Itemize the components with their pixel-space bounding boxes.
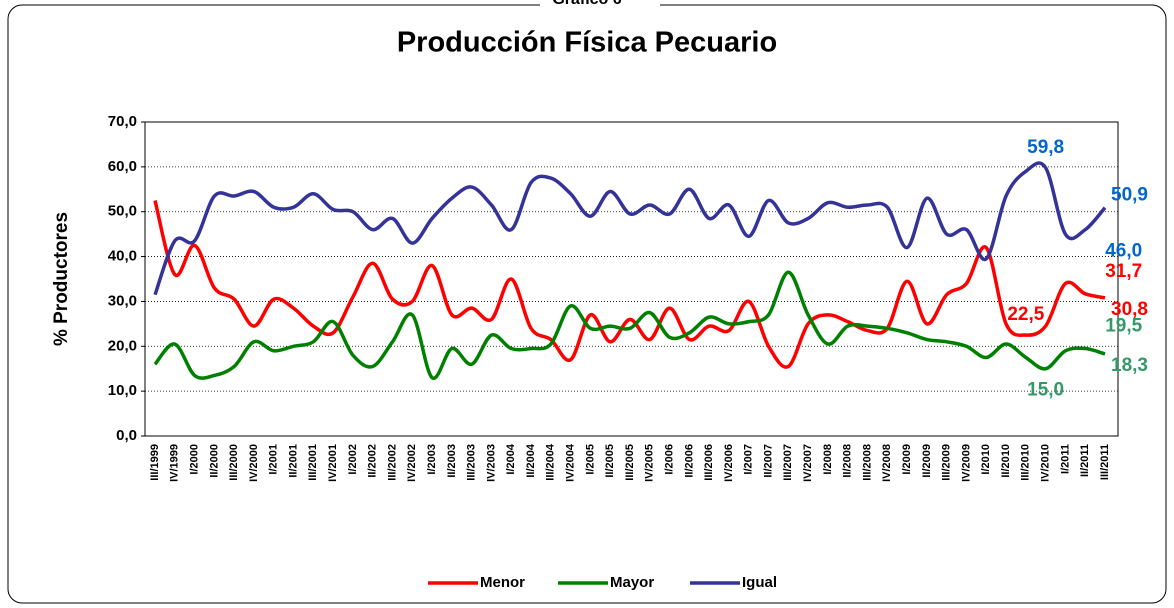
data-label: 50,9 [1111, 185, 1148, 206]
x-tick-label: IV/2010 [1040, 444, 1052, 482]
x-tick-label: II/2009 [921, 444, 933, 478]
x-tick-label: II/2007 [762, 444, 774, 478]
x-tick-label: III/2006 [703, 444, 715, 481]
x-tick-label: IV/2000 [248, 444, 260, 482]
plot-border [144, 121, 1119, 437]
x-tick-label: III/2007 [782, 444, 794, 481]
y-tick-label: 30,0 [108, 292, 137, 309]
x-tick-label: III/2009 [941, 444, 953, 481]
x-tick-label: IV/2007 [802, 444, 814, 482]
data-label: 22,5 [1007, 304, 1044, 325]
x-tick-label: II/2003 [446, 444, 458, 478]
x-tick-label: I/2001 [268, 444, 280, 475]
x-tick-label: II/2010 [1000, 444, 1012, 478]
y-tick-label: 0,0 [116, 427, 137, 444]
x-tick-label: II/2011 [1079, 444, 1091, 477]
x-tick-label: I/2006 [663, 444, 675, 475]
x-tick-label: IV/2004 [565, 443, 577, 482]
legend-label: Menor [480, 574, 525, 591]
data-label: 31,7 [1105, 261, 1142, 282]
x-tick-label: III/1999 [149, 444, 161, 481]
legend-label: Mayor [610, 574, 654, 591]
x-tick-label: IV/1999 [169, 444, 181, 482]
chart-title: Producción Física Pecuario [397, 27, 777, 59]
x-tick-label: I/2005 [584, 444, 596, 475]
header-backdrop [540, 0, 660, 6]
x-tick-label: III/2010 [1020, 444, 1032, 481]
x-tick-label: III/2001 [307, 444, 319, 481]
x-tick-label: III/2008 [861, 444, 873, 481]
data-label: 18,3 [1111, 355, 1148, 376]
x-tick-label: I/2004 [505, 443, 517, 474]
data-label: 59,8 [1027, 137, 1064, 158]
x-tick-label: II/2000 [208, 444, 220, 478]
x-tick-label: IV/2008 [881, 444, 893, 482]
line-series [153, 270, 1106, 380]
x-tick-label: II/2005 [604, 444, 616, 478]
data-label: 46,0 [1105, 241, 1142, 262]
x-tick-label: III/2011 [1099, 444, 1111, 480]
y-tick-label: 70,0 [108, 113, 137, 130]
x-tick-label: I/2010 [980, 444, 992, 475]
x-tick-label: II/2008 [842, 444, 854, 478]
x-tick-label: III/2000 [228, 444, 240, 481]
legend-label: Igual [742, 574, 777, 591]
y-tick-label: 10,0 [108, 382, 137, 399]
x-tick-label: IV/2005 [644, 444, 656, 482]
x-tick-label: II/2001 [287, 444, 299, 478]
data-label: 30,8 [1111, 299, 1148, 320]
x-tick-label: I/2011 [1059, 444, 1071, 474]
x-tick-label: IV/2002 [406, 444, 418, 482]
x-tick-label: III/2004 [545, 443, 557, 481]
x-tick-label: I/2002 [347, 444, 359, 475]
x-tick-label: I/2007 [743, 444, 755, 475]
line-series [153, 161, 1107, 296]
x-tick-label: IV/2003 [485, 444, 497, 482]
y-tick-label: 20,0 [108, 337, 137, 354]
x-tick-label: II/2002 [367, 444, 379, 478]
x-tick-label: II/2004 [525, 443, 537, 478]
x-tick-label: III/2005 [624, 444, 636, 481]
x-tick-label: IV/2001 [327, 444, 339, 482]
y-axis-label: % Productores [51, 212, 72, 346]
y-tick-label: 60,0 [108, 158, 137, 175]
x-tick-label: III/2003 [466, 444, 478, 481]
x-tick-label: I/2003 [426, 444, 438, 475]
data-label: 19,5 [1105, 316, 1142, 337]
line-series [153, 200, 1106, 369]
chart-frame [7, 4, 1167, 604]
x-tick-label: III/2002 [386, 444, 398, 481]
x-tick-label: IV/2009 [960, 444, 972, 482]
x-tick-label: I/2009 [901, 444, 913, 475]
y-tick-label: 40,0 [108, 248, 137, 265]
x-tick-label: I/2000 [188, 444, 200, 475]
y-tick-label: 50,0 [108, 203, 137, 220]
x-tick-label: II/2006 [683, 444, 695, 478]
data-label: 15,0 [1027, 380, 1064, 401]
x-tick-label: I/2008 [822, 444, 834, 475]
x-tick-label: IV/2006 [723, 444, 735, 482]
chart-header: Gráfico 6 [552, 0, 621, 8]
